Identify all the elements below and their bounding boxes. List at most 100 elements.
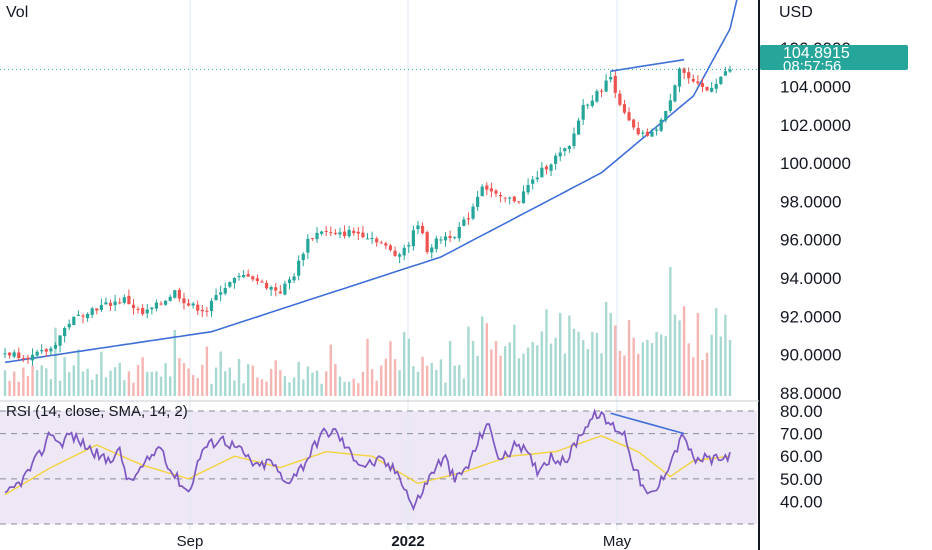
candle — [719, 76, 723, 86]
volume-bar — [292, 377, 296, 396]
candle — [558, 147, 562, 162]
rsi-divergence-line[interactable] — [610, 412, 685, 435]
candle — [654, 125, 659, 136]
candle — [159, 301, 163, 306]
support-trend-curve[interactable] — [4, 0, 738, 364]
volume-bar — [673, 314, 677, 396]
time-axis: Sep 2022 May — [177, 533, 632, 550]
candle — [251, 275, 255, 282]
candle — [526, 178, 530, 195]
volume-bar — [63, 357, 66, 396]
candle — [342, 225, 347, 239]
candle — [673, 84, 677, 103]
rsi-tick-label: 40.00 — [780, 492, 823, 511]
volume-bar — [669, 266, 672, 396]
volume-bar — [279, 370, 282, 396]
volume-bar — [68, 372, 71, 396]
candle — [379, 240, 383, 244]
volume-bar — [568, 315, 571, 396]
volume-bar — [26, 376, 30, 396]
candle — [384, 241, 388, 250]
volume-bar — [269, 368, 273, 396]
volume-bar — [81, 371, 85, 396]
volume-bar — [380, 365, 383, 396]
rsi-band-fill — [0, 411, 757, 525]
volume-bar — [430, 362, 433, 396]
volume-bar — [384, 358, 388, 396]
volume-bar — [164, 363, 167, 396]
price-tick-label: 88.0000 — [780, 384, 841, 403]
candle — [393, 246, 397, 257]
candle — [398, 252, 402, 264]
candle — [209, 298, 214, 317]
rsi-line — [4, 408, 731, 512]
price-divergence-line[interactable] — [610, 58, 685, 72]
price-tick-label: 92.0000 — [780, 307, 841, 326]
volume-bar — [416, 371, 420, 396]
candle — [76, 310, 81, 316]
candle — [356, 226, 360, 240]
candle — [186, 298, 191, 307]
candle — [581, 99, 585, 126]
candle — [691, 74, 695, 83]
volume-bar — [591, 332, 594, 396]
volume-bar — [54, 327, 57, 396]
rsi-indicator-label[interactable]: RSI (14, close, SMA, 14, 2) — [6, 403, 188, 420]
volume-bar — [246, 364, 250, 396]
candle — [205, 306, 209, 317]
candle — [7, 351, 12, 359]
volume-bar — [136, 364, 140, 396]
volume-bar — [659, 334, 663, 396]
candle — [17, 347, 21, 361]
volume-bar — [728, 339, 732, 396]
candle — [168, 294, 172, 302]
candle — [714, 78, 718, 94]
volume-bar — [572, 328, 576, 396]
candle — [375, 236, 379, 247]
volume-bar — [398, 370, 401, 396]
volume-bar — [45, 368, 48, 396]
candle — [297, 255, 301, 281]
volume-bar — [462, 378, 466, 396]
volume-bar — [228, 367, 232, 396]
volume-bar — [627, 320, 631, 396]
volume-layer — [3, 266, 732, 396]
price-badge: 104.8915 08:57:56 — [760, 45, 908, 75]
volume-bar — [370, 369, 374, 396]
price-badge-bg — [760, 45, 908, 70]
volume-bar — [251, 365, 254, 396]
candle — [21, 355, 25, 363]
candle — [301, 252, 305, 267]
volume-bar — [237, 358, 241, 396]
volume-bar — [724, 314, 727, 396]
candle — [223, 282, 227, 296]
candle — [567, 145, 571, 153]
volume-bar — [86, 368, 89, 396]
volume-bar — [641, 342, 645, 396]
candle — [63, 326, 67, 343]
candle — [104, 297, 108, 305]
volume-bar — [549, 343, 553, 396]
volume-bar — [366, 338, 369, 396]
candle — [498, 191, 503, 203]
candle — [554, 153, 558, 170]
candle — [81, 313, 85, 324]
candle — [508, 196, 512, 205]
rsi-ma-line — [4, 435, 731, 496]
candle — [710, 82, 714, 93]
candle — [30, 348, 35, 366]
candle — [108, 299, 113, 312]
volume-bar — [155, 371, 158, 396]
candle — [113, 294, 117, 312]
volume-bar — [288, 382, 291, 396]
volume-bar — [485, 323, 489, 396]
volume-bar — [655, 331, 658, 396]
candle — [471, 203, 475, 221]
volume-bar — [132, 382, 135, 396]
volume-bar — [494, 340, 498, 396]
candle — [12, 349, 16, 359]
volume-bar — [614, 325, 617, 396]
candle — [72, 316, 76, 326]
candle — [416, 220, 420, 234]
